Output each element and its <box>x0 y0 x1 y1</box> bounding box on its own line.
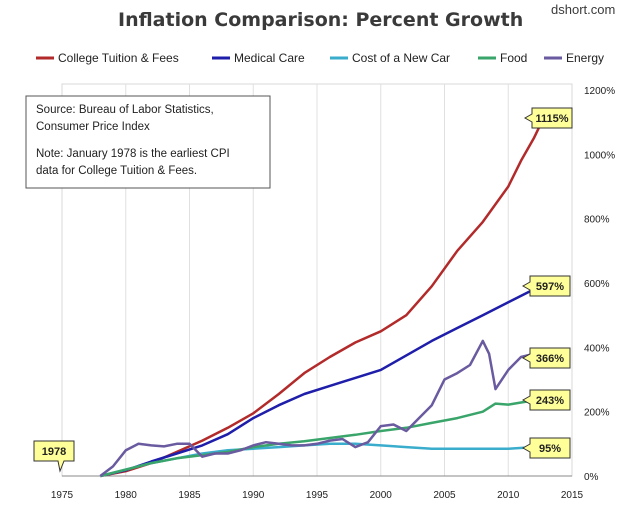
callouts: 1115% 597% 366% 243% 95% 1978 <box>33 107 573 473</box>
callout-medical-care: 597% <box>521 275 571 297</box>
source-note-box: Source: Bureau of Labor Statistics, Consu… <box>25 95 271 189</box>
callout-energy: 366% <box>521 347 571 369</box>
callout-food: 243% <box>521 389 571 411</box>
callout-cost-of-a-new-car: 95% <box>521 437 571 459</box>
legend-label-cost-of-a-new-car: Cost of a New Car <box>352 51 450 65</box>
note-line-4: data for College Tuition & Fees. <box>36 165 197 177</box>
y-tick-800: 800% <box>584 215 610 226</box>
x-tick-2005: 2005 <box>433 490 456 501</box>
callout-text-college-tuition-fees: 1115% <box>535 113 568 125</box>
y-tick-0: 0% <box>584 472 599 483</box>
note-line-2: Consumer Price Index <box>36 121 150 133</box>
y-tick-1200: 1200% <box>584 86 615 97</box>
y-tick-400: 400% <box>584 343 610 354</box>
y-tick-1000: 1000% <box>584 150 615 161</box>
brand-label: dshort.com <box>551 2 615 17</box>
callout-text-energy: 366% <box>536 353 564 365</box>
legend-label-college-tuition-fees: College Tuition & Fees <box>58 51 179 65</box>
callout-text-start: 1978 <box>42 446 66 458</box>
legend-label-food: Food <box>500 51 527 65</box>
note-line-1: Source: Bureau of Labor Statistics, <box>36 104 214 116</box>
y-tick-600: 600% <box>584 279 610 290</box>
callout-college-tuition-fees: 1115% <box>523 107 573 129</box>
x-tick-1980: 1980 <box>115 490 138 501</box>
x-tick-1985: 1985 <box>178 490 201 501</box>
legend-label-energy: Energy <box>566 51 604 65</box>
note-line-3: Note: January 1978 is the earliest CPI <box>36 148 230 160</box>
note-box-frame <box>25 95 271 189</box>
legend-label-medical-care: Medical Care <box>234 51 305 65</box>
x-tick-2015: 2015 <box>561 490 584 501</box>
chart-title: Inflation Comparison: Percent Growth <box>118 9 523 31</box>
series-line-medical-care <box>100 282 545 478</box>
callout-start: 1978 <box>33 440 75 473</box>
x-tick-2000: 2000 <box>370 490 393 501</box>
grid <box>125 84 509 476</box>
x-tick-1975: 1975 <box>51 490 74 501</box>
series-line-food <box>99 396 545 478</box>
callout-text-cost-of-a-new-car: 95% <box>539 443 561 455</box>
series-line-college-tuition-fees <box>100 116 546 478</box>
x-tick-2010: 2010 <box>497 490 520 501</box>
y-tick-200: 200% <box>584 408 610 419</box>
legend: College Tuition & Fees Medical Care Cost o… <box>36 51 604 65</box>
series-group <box>99 116 546 478</box>
callout-text-food: 243% <box>536 395 564 407</box>
callout-text-medical-care: 597% <box>536 281 564 293</box>
x-tick-1990: 1990 <box>242 490 265 501</box>
series-line-energy <box>99 339 545 477</box>
x-tick-1995: 1995 <box>306 490 329 501</box>
